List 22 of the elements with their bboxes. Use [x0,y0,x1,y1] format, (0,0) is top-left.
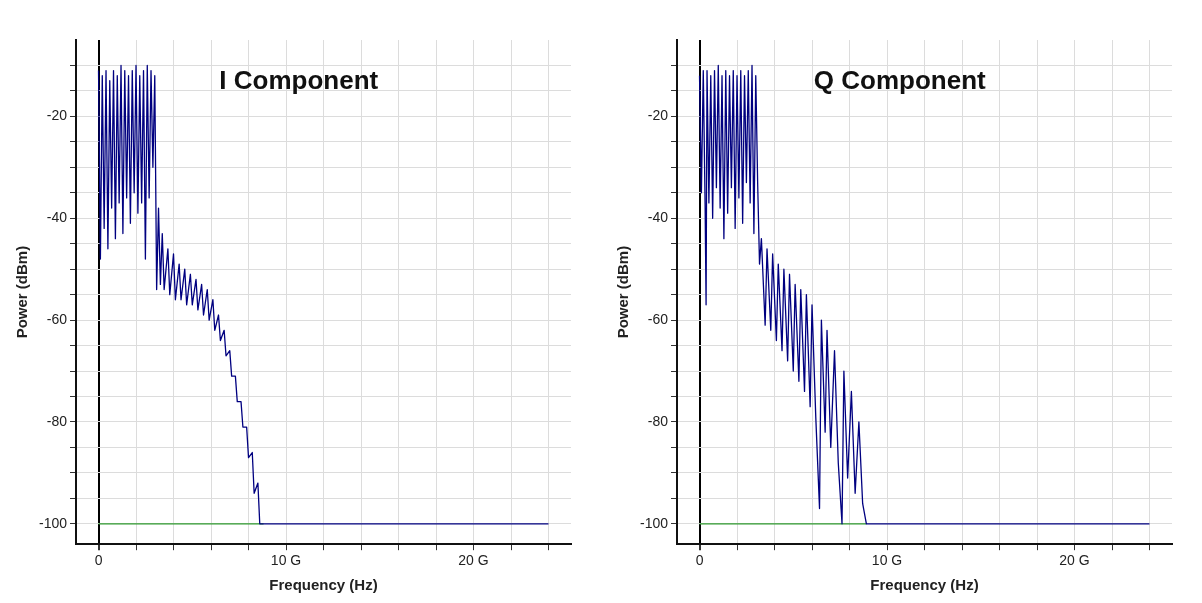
y-tick-label: -20 [46,107,68,124]
y-tick-label: -60 [647,310,669,327]
x-tick-label: 0 [94,552,103,569]
y-tick-label: -40 [46,209,68,226]
y-tick-label: -60 [46,310,68,327]
text: I Component [219,65,379,96]
x-tick-label: 10 G [871,552,903,569]
text: Q Component [813,65,987,96]
x-tick-label: 0 [695,552,704,569]
y-axis-title: Power (dBm) [13,245,31,339]
y-tick-label: -40 [647,209,669,226]
x-axis-title: Frequency (Hz) [269,576,378,594]
y-tick-label: -20 [647,107,669,124]
x-axis-title: Frequency (Hz) [870,576,979,594]
y-axis-title: Power (dBm) [614,245,632,339]
y-tick-label: -80 [647,412,669,429]
x-tick-label: 20 G [458,552,489,569]
x-tick-label: 20 G [1059,552,1090,569]
x-tick-label: 10 G [270,552,302,569]
y-tick-label: -100 [38,514,68,531]
y-tick-label: -80 [46,412,68,429]
y-tick-label: -100 [639,514,669,531]
